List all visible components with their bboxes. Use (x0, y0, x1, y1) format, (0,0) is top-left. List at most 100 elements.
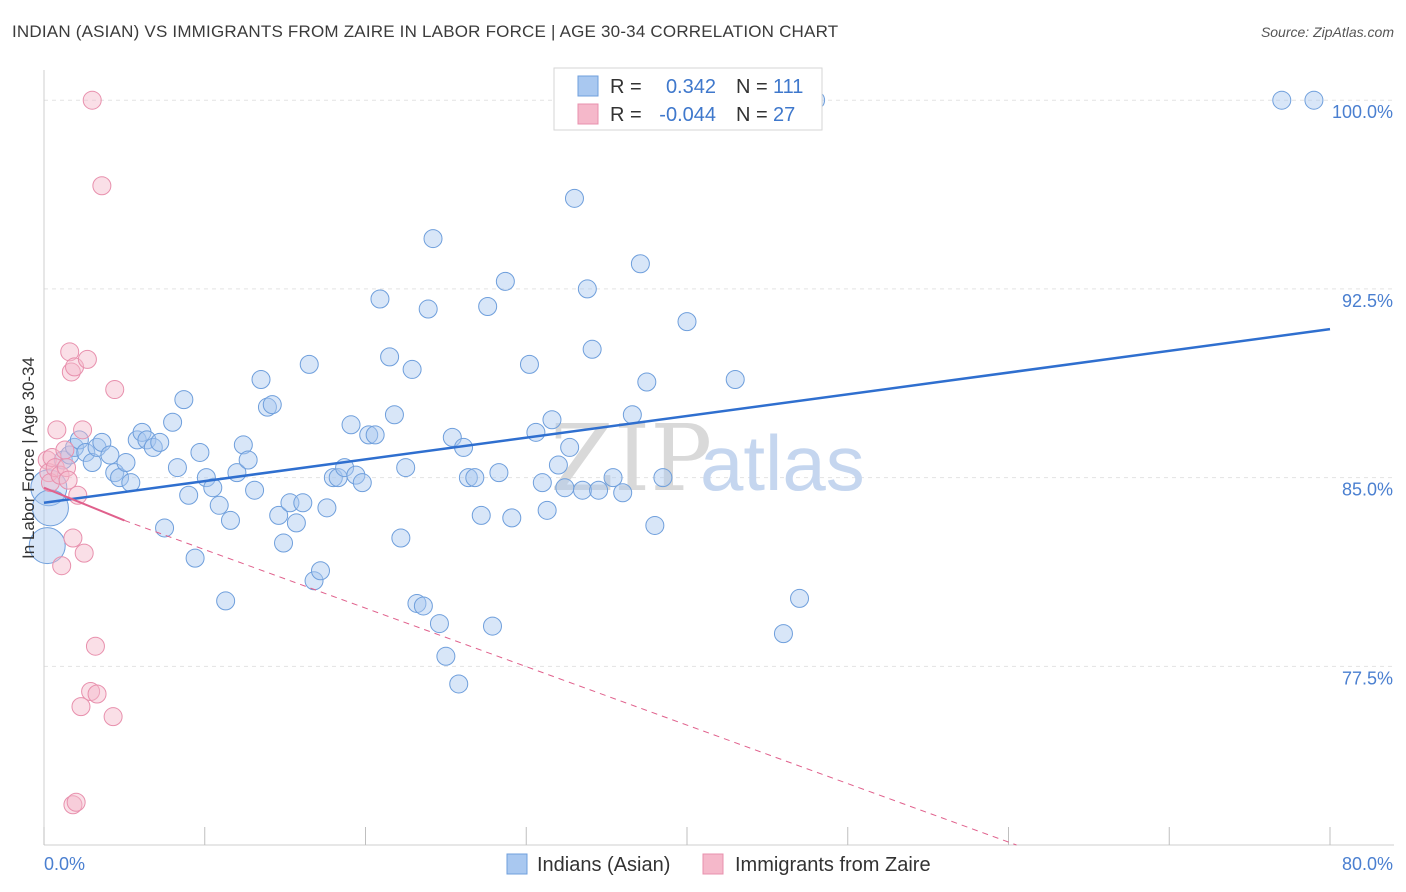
point-indians-48 (317, 498, 337, 518)
point-zaire-24 (92, 176, 112, 196)
series-indians-asian (28, 90, 1324, 694)
y-tick-label-0: 77.5% (1342, 668, 1393, 688)
legend-swatch-indians (506, 853, 528, 875)
point-indians-58 (380, 347, 400, 367)
point-indians-44 (293, 493, 313, 513)
y-tick-label-1: 85.0% (1342, 480, 1393, 500)
point-indians-21 (155, 518, 175, 538)
stats-r-label-blue: R = (610, 76, 642, 98)
point-indians-98 (645, 515, 665, 535)
point-indians-30 (209, 495, 229, 515)
point-indians-45 (299, 354, 319, 374)
x-tick-label-max: 80.0% (1342, 854, 1393, 874)
stats-n-label-pink: N = (736, 104, 768, 126)
point-indians-106 (1304, 90, 1324, 110)
point-indians-84 (542, 410, 562, 430)
point-indians-3 (53, 450, 73, 470)
point-zaire-17 (73, 420, 93, 440)
point-indians-103 (790, 588, 810, 608)
point-indians-76 (482, 616, 502, 636)
series-immigrants-zaire (37, 90, 125, 815)
point-indians-57 (370, 289, 390, 309)
point-indians-7 (76, 442, 96, 462)
point-indians-34 (233, 435, 253, 455)
point-indians-27 (190, 442, 210, 462)
point-indians-65 (418, 299, 438, 319)
point-indians-36 (245, 480, 265, 500)
point-zaire-22 (85, 636, 105, 656)
point-zaire-26 (105, 380, 125, 400)
point-indians-55 (359, 425, 379, 445)
point-indians-86 (555, 478, 575, 498)
point-indians-47 (310, 561, 330, 581)
point-indians-96 (630, 254, 650, 274)
x-ticks (43, 827, 1331, 845)
point-indians-83 (537, 500, 557, 520)
point-indians-105 (1272, 90, 1292, 110)
point-indians-68 (436, 646, 456, 666)
trend-lines (43, 327, 1331, 846)
point-indians-89 (573, 480, 593, 500)
point-indians-25 (179, 485, 199, 505)
point-zaire-21 (82, 90, 102, 110)
point-zaire-18 (74, 543, 94, 563)
point-indians-59 (384, 405, 404, 425)
point-indians-67 (429, 614, 449, 634)
y-axis-title: In Labor Force | Age 30-34 (19, 357, 38, 559)
point-indians-93 (603, 468, 623, 488)
point-zaire-25 (103, 707, 123, 727)
point-zaire-8 (55, 440, 75, 460)
stats-legend-swatch-blue (577, 75, 599, 97)
point-indians-0 (28, 527, 66, 565)
point-indians-101 (725, 369, 745, 389)
point-indians-56 (365, 425, 385, 445)
y-tick-label-3: 100.0% (1332, 102, 1393, 122)
point-indians-23 (167, 458, 187, 478)
stats-n-value-pink: 27 (773, 104, 795, 126)
y-tick-labels: 77.5% 85.0% 92.5% 100.0% (1332, 102, 1393, 688)
point-indians-8 (82, 453, 102, 473)
stats-legend: R = 0.342 N = 111 R = -0.044 N = 27 (553, 67, 823, 131)
point-indians-32 (220, 510, 240, 530)
stats-legend-frame (553, 67, 823, 131)
point-zaire-23 (87, 684, 107, 704)
point-indians-80 (519, 354, 539, 374)
stats-n-label-blue: N = (736, 76, 768, 98)
point-indians-70 (449, 674, 469, 694)
point-indians-20 (150, 432, 170, 452)
point-indians-60 (391, 528, 411, 548)
point-zaire-28 (66, 792, 86, 812)
point-zaire-19 (77, 349, 97, 369)
point-zaire-27 (63, 795, 83, 815)
point-zaire-10 (58, 470, 78, 490)
point-indians-100 (677, 312, 697, 332)
point-indians-85 (548, 455, 568, 475)
point-indians-66 (423, 229, 443, 249)
chart-title: INDIAN (ASIAN) VS IMMIGRANTS FROM ZAIRE … (12, 22, 839, 41)
legend-label-zaire: Immigrants from Zaire (735, 854, 931, 876)
point-zaire-7 (52, 556, 72, 576)
point-indians-102 (773, 624, 793, 644)
stats-r-value-pink: -0.044 (659, 104, 716, 126)
legend-label-indians: Indians (Asian) (537, 854, 670, 876)
point-indians-97 (637, 372, 657, 392)
grid-lines (44, 99, 1394, 667)
series-legend: Indians (Asian) Immigrants from Zaire (506, 853, 931, 876)
x-tick-label-min: 0.0% (44, 854, 85, 874)
point-zaire-1 (39, 463, 59, 483)
point-indians-94 (613, 483, 633, 503)
point-indians-62 (402, 359, 422, 379)
stats-r-value-blue: 0.342 (666, 76, 716, 98)
point-indians-95 (622, 405, 642, 425)
stats-legend-swatch-pink (577, 103, 599, 125)
point-indians-88 (564, 188, 584, 208)
point-indians-1 (30, 469, 68, 507)
point-indians-41 (274, 533, 294, 553)
trend-line-1 (43, 486, 125, 522)
point-indians-35 (238, 450, 258, 470)
point-indians-53 (346, 465, 366, 485)
point-zaire-11 (60, 342, 80, 362)
point-zaire-16 (71, 697, 91, 717)
source-credit: Source: ZipAtlas.com (1260, 24, 1394, 40)
